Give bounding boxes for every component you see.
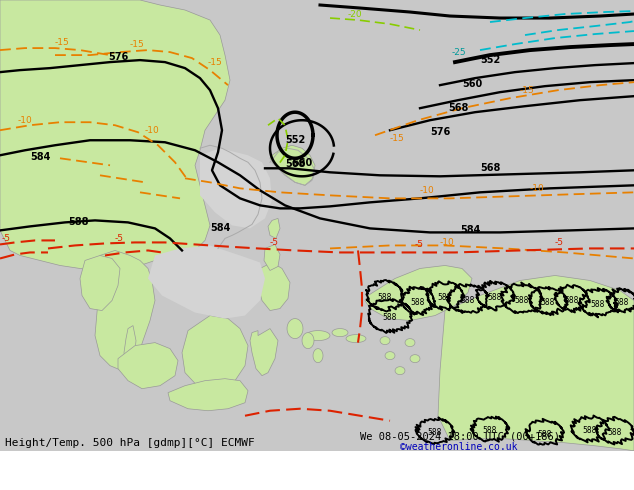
Polygon shape bbox=[332, 329, 348, 337]
Polygon shape bbox=[302, 333, 314, 348]
Text: -15: -15 bbox=[520, 86, 534, 95]
Text: 588: 588 bbox=[383, 313, 397, 322]
Polygon shape bbox=[148, 245, 265, 318]
Text: 568: 568 bbox=[448, 103, 469, 113]
Polygon shape bbox=[182, 316, 248, 391]
Text: 552: 552 bbox=[285, 135, 305, 145]
Polygon shape bbox=[240, 162, 262, 198]
Text: -20: -20 bbox=[348, 9, 363, 19]
Text: -10: -10 bbox=[530, 184, 545, 193]
Text: -10: -10 bbox=[420, 186, 435, 195]
Text: 568: 568 bbox=[285, 159, 306, 169]
Text: Height/Temp. 500 hPa [gdmp][°C] ECMWF: Height/Temp. 500 hPa [gdmp][°C] ECMWF bbox=[5, 438, 255, 448]
Text: 588: 588 bbox=[411, 298, 425, 307]
Polygon shape bbox=[395, 367, 405, 375]
Polygon shape bbox=[250, 329, 278, 376]
Polygon shape bbox=[118, 343, 178, 389]
Polygon shape bbox=[258, 263, 290, 311]
Text: 588: 588 bbox=[428, 428, 442, 437]
Polygon shape bbox=[287, 318, 303, 339]
Polygon shape bbox=[200, 148, 272, 228]
Polygon shape bbox=[268, 219, 280, 239]
Text: 588: 588 bbox=[538, 430, 552, 439]
Text: -10: -10 bbox=[440, 238, 455, 247]
Text: 584: 584 bbox=[460, 225, 481, 235]
Polygon shape bbox=[95, 250, 155, 370]
Text: 568: 568 bbox=[480, 163, 500, 173]
Text: 588: 588 bbox=[591, 300, 605, 309]
Text: -5: -5 bbox=[115, 234, 124, 243]
Text: 588: 588 bbox=[565, 296, 579, 305]
Text: 588: 588 bbox=[483, 426, 497, 435]
Text: 584: 584 bbox=[30, 152, 50, 162]
Text: -5: -5 bbox=[555, 238, 564, 247]
Polygon shape bbox=[410, 355, 420, 363]
Text: -15: -15 bbox=[55, 38, 70, 47]
Polygon shape bbox=[313, 348, 323, 363]
Text: -15: -15 bbox=[130, 40, 145, 49]
Text: 588: 588 bbox=[541, 298, 555, 307]
Text: -5: -5 bbox=[2, 234, 11, 243]
Text: 588: 588 bbox=[461, 296, 476, 305]
Polygon shape bbox=[0, 0, 230, 270]
Polygon shape bbox=[264, 245, 280, 270]
Polygon shape bbox=[80, 255, 120, 311]
Text: -15: -15 bbox=[390, 134, 404, 143]
Polygon shape bbox=[438, 275, 634, 451]
Text: 560: 560 bbox=[462, 79, 482, 89]
Text: -5: -5 bbox=[415, 240, 424, 249]
Text: ©weatheronline.co.uk: ©weatheronline.co.uk bbox=[400, 442, 517, 452]
Polygon shape bbox=[346, 335, 366, 343]
Polygon shape bbox=[306, 331, 330, 341]
Polygon shape bbox=[124, 325, 136, 376]
Text: 560: 560 bbox=[292, 158, 312, 168]
Text: 588: 588 bbox=[615, 298, 629, 307]
Text: 588: 588 bbox=[378, 293, 392, 302]
Text: -10: -10 bbox=[145, 126, 160, 135]
Polygon shape bbox=[380, 337, 390, 344]
Polygon shape bbox=[385, 352, 395, 360]
Polygon shape bbox=[365, 266, 472, 320]
Text: 584: 584 bbox=[210, 223, 230, 233]
Text: We 08-05-2024 18:00 UTC (00+186): We 08-05-2024 18:00 UTC (00+186) bbox=[360, 432, 560, 442]
Polygon shape bbox=[168, 379, 248, 411]
Text: -5: -5 bbox=[270, 238, 279, 247]
Polygon shape bbox=[405, 339, 415, 346]
Text: 576: 576 bbox=[430, 127, 450, 137]
Text: 552: 552 bbox=[480, 55, 500, 65]
Text: -15: -15 bbox=[208, 58, 223, 67]
Text: 588: 588 bbox=[515, 296, 529, 305]
Text: -25: -25 bbox=[452, 48, 467, 56]
Text: 576: 576 bbox=[108, 52, 128, 62]
Polygon shape bbox=[270, 145, 315, 185]
Text: 588: 588 bbox=[608, 428, 622, 437]
Text: -10: -10 bbox=[18, 116, 33, 125]
Text: 588: 588 bbox=[583, 426, 597, 435]
Text: 588: 588 bbox=[438, 293, 452, 302]
Text: 588: 588 bbox=[488, 293, 502, 302]
Text: 588: 588 bbox=[68, 218, 89, 227]
